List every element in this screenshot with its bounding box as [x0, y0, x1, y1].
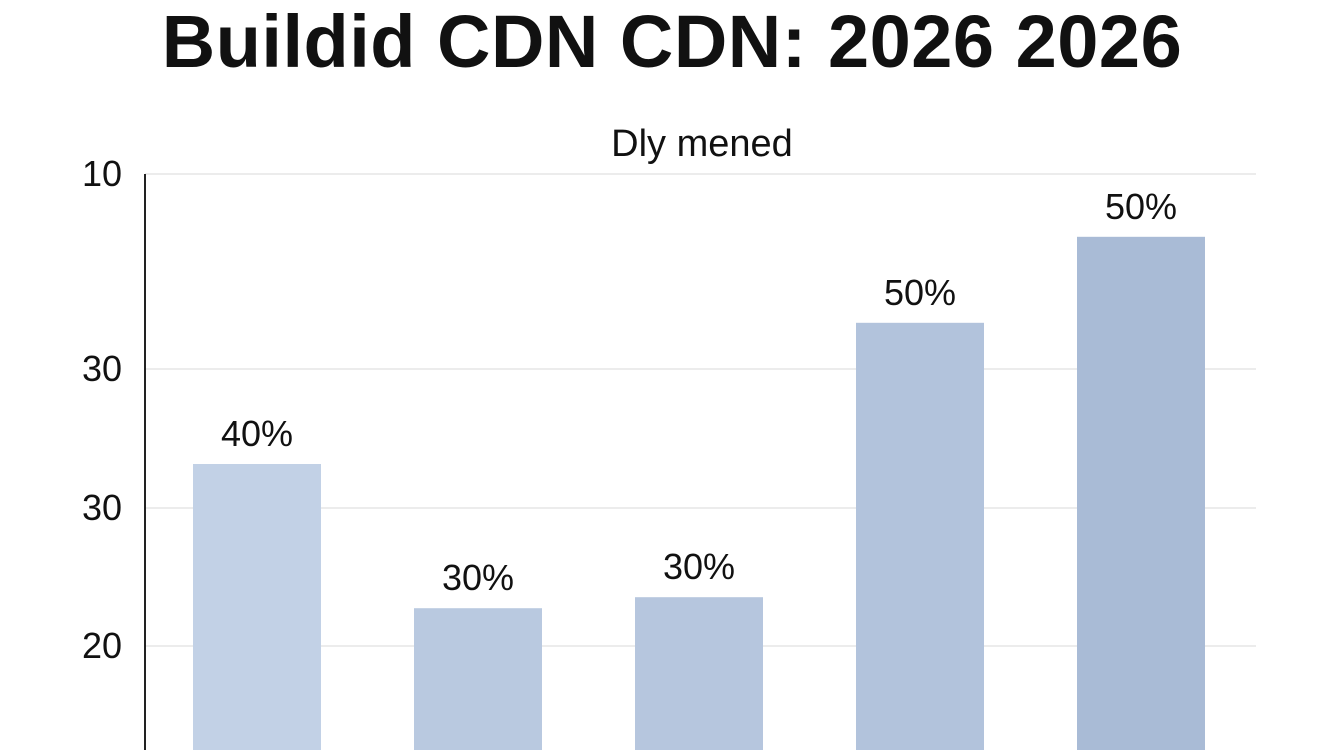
y-axis-ticks: 10 30 30 20: [82, 153, 122, 666]
chart-title: Buildid CDN CDN: 2026 2026: [161, 0, 1183, 83]
bars: [193, 236, 1205, 750]
bar-value-label: 50%: [884, 272, 956, 313]
bar: [193, 464, 321, 750]
bar: [635, 597, 763, 750]
y-tick-label: 30: [82, 348, 122, 389]
bar: [856, 322, 984, 750]
bar-value-label: 40%: [221, 413, 293, 454]
bar-value-label: 30%: [663, 546, 735, 587]
bar: [1077, 236, 1205, 750]
bar-value-label: 50%: [1105, 186, 1177, 227]
chart-subtitle: Dly mened: [611, 123, 793, 165]
bar: [414, 608, 542, 750]
y-tick-label: 10: [82, 153, 122, 194]
data-labels: 40% 30% 30% 50% 50%: [221, 186, 1177, 598]
bar-value-label: 30%: [442, 557, 514, 598]
y-tick-label: 20: [82, 625, 122, 666]
y-tick-label: 30: [82, 487, 122, 528]
